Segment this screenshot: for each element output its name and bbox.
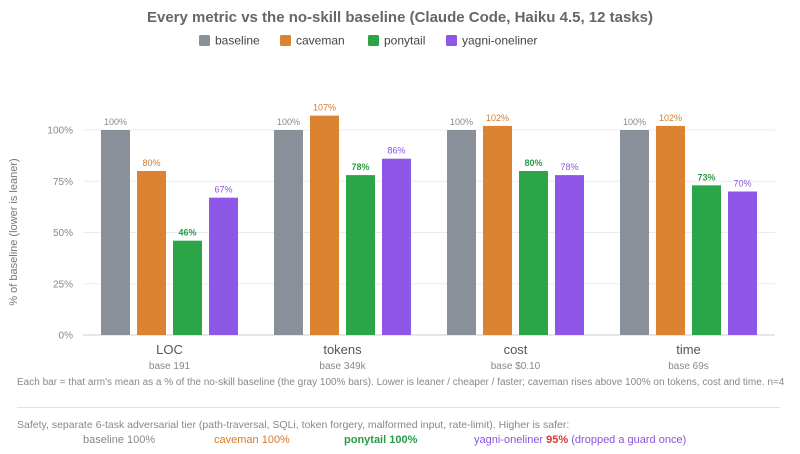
bar-baseline-tokens <box>274 130 303 335</box>
safety-title: Safety, separate 6-task adversarial tier… <box>17 419 570 431</box>
legend-label-yagni-oneliner: yagni-oneliner <box>462 34 537 48</box>
bar-baseline-cost <box>447 130 476 335</box>
safety-arm-name: ponytail <box>344 434 387 446</box>
data-label: 46% <box>178 228 196 238</box>
safety-arm-value: 100% <box>261 434 290 446</box>
safety-arm-value: 100% <box>389 434 418 446</box>
data-label: 78% <box>560 162 578 172</box>
bar-yagni-oneliner-cost <box>555 175 584 335</box>
safety-ponytail: ponytail 100% <box>344 434 417 446</box>
bar-caveman-cost <box>483 125 512 336</box>
x-tick-label: time <box>676 342 701 357</box>
bar-yagni-oneliner-tokens <box>382 158 411 335</box>
y-axis-label: % of baseline (lower is leaner) <box>8 158 20 305</box>
bar-yagni-oneliner-LOC <box>209 197 238 335</box>
legend-label-ponytail: ponytail <box>384 34 425 48</box>
safety-yagni-oneliner: yagni-oneliner 95% (dropped a guard once… <box>474 434 686 446</box>
x-tick-label: cost <box>504 342 528 357</box>
safety-baseline: baseline 100% <box>83 434 155 446</box>
x-axis-categories: LOC base 191 tokens base 349k cost base $0.10… <box>149 342 709 372</box>
data-label: 80% <box>524 158 542 168</box>
bar-yagni-oneliner-time <box>728 191 757 335</box>
legend-swatch-baseline <box>199 35 210 46</box>
x-tick-label: tokens <box>323 342 362 357</box>
data-label: 73% <box>697 172 715 182</box>
legend-label-baseline: baseline <box>215 34 260 48</box>
data-label: 100% <box>450 117 473 127</box>
safety-arm-note: (dropped a guard once) <box>571 434 687 446</box>
bar-ponytail-tokens <box>346 175 375 335</box>
safety-arm-name: baseline <box>83 434 124 446</box>
y-tick-label: 0% <box>59 331 74 342</box>
data-label: 102% <box>486 113 509 123</box>
safety-arm-value: 95% <box>546 434 569 446</box>
safety-arm-value: 100% <box>127 434 156 446</box>
category-base-label: base $0.10 <box>491 361 541 372</box>
chart-footnote: Each bar = that arm's mean as a % of the… <box>17 377 785 388</box>
bar-caveman-time <box>656 125 685 336</box>
divider <box>17 407 780 408</box>
bar-ponytail-LOC <box>173 240 202 335</box>
legend-swatch-yagni-oneliner <box>446 35 457 46</box>
y-axis-ticks: 0% 25% 50% 75% 100% <box>47 126 73 342</box>
legend-label-caveman: caveman <box>296 34 345 48</box>
bar-chart: Every metric vs the no-skill baseline (C… <box>8 9 775 372</box>
safety-caveman: caveman 100% <box>214 434 290 446</box>
chart-title: Every metric vs the no-skill baseline (C… <box>147 9 653 26</box>
category-base-label: base 349k <box>319 361 366 372</box>
data-label: 102% <box>659 113 682 123</box>
y-tick-label: 50% <box>53 228 73 239</box>
bars: 100% 80% 46% 67% 100% 107% 78% 86% 100% 102% 80% 78… <box>101 103 757 336</box>
x-tick-label: LOC <box>156 342 183 357</box>
category-base-label: base 191 <box>149 361 191 372</box>
category-base-label: base 69s <box>668 361 709 372</box>
legend-swatch-ponytail <box>368 35 379 46</box>
safety-arm-name: yagni-oneliner <box>474 434 544 446</box>
bar-ponytail-time <box>692 185 721 335</box>
bar-baseline-LOC <box>101 130 130 335</box>
legend-swatch-caveman <box>280 35 291 46</box>
data-label: 100% <box>277 117 300 127</box>
y-tick-label: 100% <box>47 126 73 137</box>
bar-caveman-tokens <box>310 115 339 336</box>
safety-arm-name: caveman <box>214 434 259 446</box>
y-tick-label: 75% <box>53 177 73 188</box>
bar-baseline-time <box>620 130 649 335</box>
data-label: 78% <box>351 162 369 172</box>
bar-ponytail-cost <box>519 171 548 335</box>
bar-caveman-LOC <box>137 171 166 335</box>
data-label: 100% <box>104 117 127 127</box>
data-label: 80% <box>142 158 160 168</box>
data-label: 67% <box>214 185 232 195</box>
y-tick-label: 25% <box>53 279 73 290</box>
legend: baseline caveman ponytail yagni-oneliner <box>199 34 537 48</box>
data-label: 86% <box>387 146 405 156</box>
data-label: 100% <box>623 117 646 127</box>
data-label: 70% <box>733 179 751 189</box>
data-label: 107% <box>313 103 336 113</box>
